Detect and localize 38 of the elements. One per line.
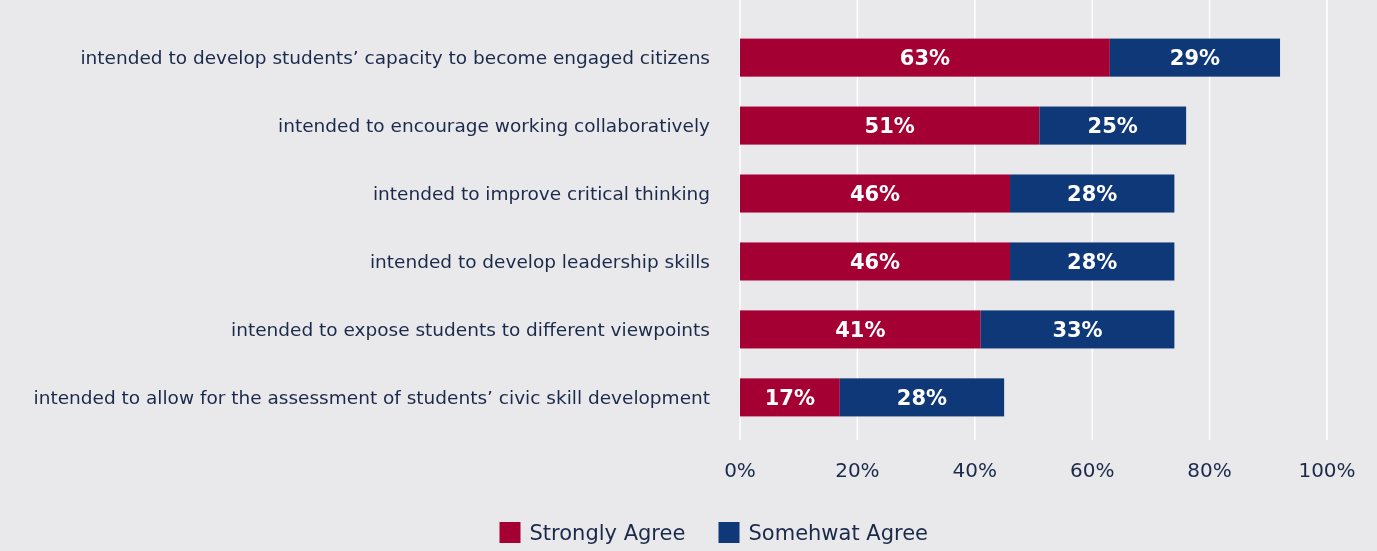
bar [740,310,981,349]
data-label: 28% [1067,181,1118,206]
bar [740,242,1011,281]
legend-label: Strongly Agree [529,521,686,546]
data-label: 41% [835,317,886,342]
x-tick-label: 60% [1069,458,1115,482]
bar [740,106,1040,145]
bar [1039,106,1187,145]
bar [839,378,1005,417]
legend-label: Somehwat Agree [748,521,929,546]
bar [740,378,840,417]
x-tick-label: 20% [835,458,880,482]
bar [1109,38,1281,77]
y-tick-label: intended to develop students’ capacity to become engaged citizens [80,47,710,69]
y-tick-label: intended to improve critical thinking [372,183,710,204]
data-label: 51% [864,113,915,138]
y-tick-label: intended to allow for the assessment of students’ civic skill development [33,386,710,408]
data-label: 63% [899,45,951,70]
y-tick-label: intended to expose students to different viewpoints [231,318,710,340]
data-label: 28% [1067,249,1118,274]
data-label: 46% [849,249,901,274]
data-label: 33% [1052,317,1103,342]
bar [1010,174,1175,213]
bar [740,174,1011,213]
x-tick-label: 80% [1187,458,1232,482]
x-tick-label: 0% [724,458,756,482]
y-tick-label: intended to develop leadership skills [369,250,710,272]
data-label: 28% [896,385,948,410]
bar [740,38,1110,77]
y-tick-label: intended to encourage working collaboratively [278,115,711,137]
x-tick-label: 40% [952,458,998,482]
data-label: 46% [849,181,901,206]
bar [980,310,1175,349]
data-label: 17% [764,385,816,410]
data-label: 25% [1087,113,1138,138]
data-label: 29% [1169,45,1221,70]
bar [1010,242,1175,281]
x-tick-label: 100% [1298,458,1356,482]
